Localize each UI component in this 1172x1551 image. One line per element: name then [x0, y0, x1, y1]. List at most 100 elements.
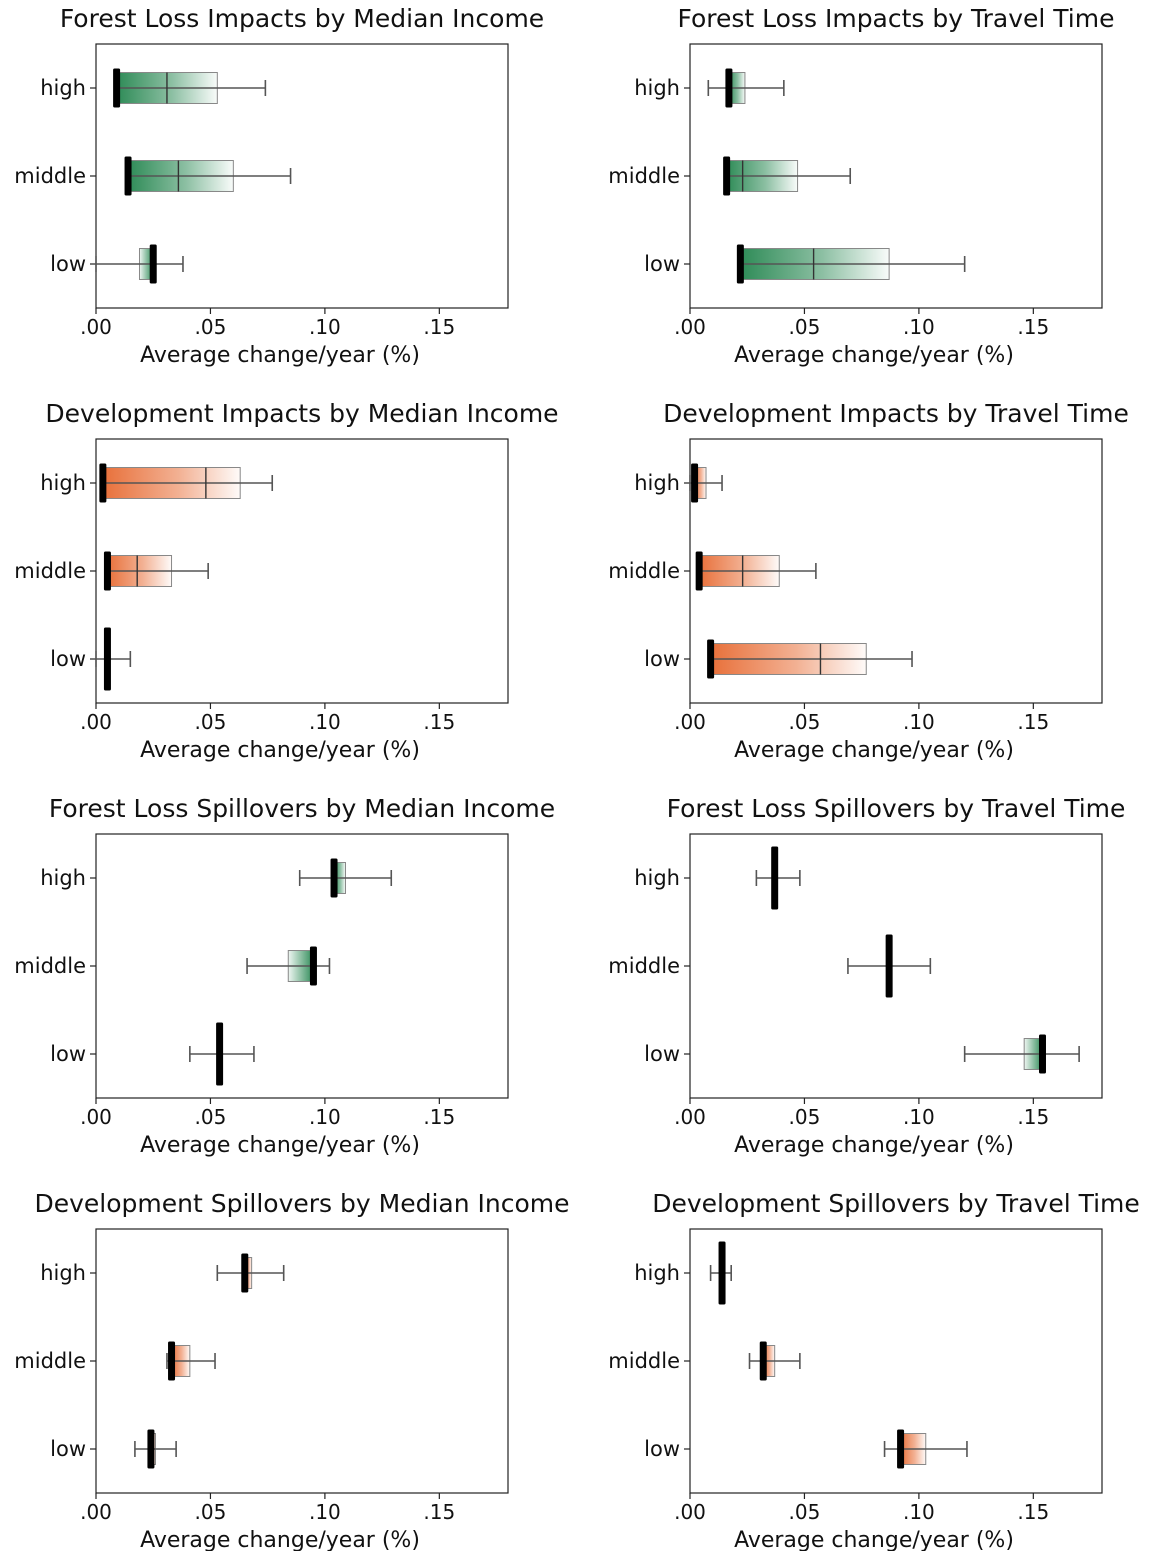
y-tick-label: low	[50, 1437, 86, 1461]
chart-panel-1: Forest Loss Impacts by Median Income .00.…	[14, 4, 544, 368]
y-tick-label: low	[644, 1437, 680, 1461]
x-tick-label: .00	[674, 315, 706, 339]
chart-panel-8: Development Spillovers by Travel Time .00…	[608, 1189, 1140, 1551]
y-tick-label: high	[40, 471, 86, 495]
x-tick-label: .15	[423, 710, 455, 734]
x-tick-label: .10	[309, 1105, 341, 1129]
x-axis-label: Average change/year (%)	[140, 1133, 420, 1158]
estimate-marker	[725, 68, 733, 108]
x-axis-label: Average change/year (%)	[140, 343, 420, 368]
y-tick-label: middle	[14, 559, 86, 583]
x-tick-label: .00	[674, 710, 706, 734]
x-tick-label: .15	[1017, 315, 1049, 339]
x-tick-label: .10	[309, 1500, 341, 1524]
y-tick-label: low	[50, 252, 86, 276]
estimate-marker	[103, 627, 111, 691]
y-tick-label: high	[634, 471, 680, 495]
y-tick-label: middle	[608, 559, 680, 583]
y-tick-label: middle	[608, 164, 680, 188]
chart-panel-4: Development Impacts by Travel Time .00 .05…	[608, 399, 1129, 763]
x-tick-label: .15	[1017, 710, 1049, 734]
x-tick-label: .10	[309, 315, 341, 339]
x-tick-label: .05	[195, 1500, 227, 1524]
chart-title: Forest Loss Spillovers by Median Income	[49, 794, 555, 823]
x-tick-label: .00	[80, 315, 112, 339]
y-tick-label: low	[644, 647, 680, 671]
x-tick-label: .05	[195, 315, 227, 339]
estimate-marker	[723, 156, 731, 196]
x-tick-label: .05	[789, 315, 821, 339]
x-axis-label: Average change/year (%)	[734, 738, 1014, 763]
estimate-marker	[241, 1253, 249, 1293]
y-tick-label: middle	[14, 954, 86, 978]
x-tick-label: .05	[789, 710, 821, 734]
y-tick-label: high	[634, 866, 680, 890]
x-tick-label: .15	[423, 315, 455, 339]
x-tick-label: .15	[423, 1500, 455, 1524]
estimate-marker	[707, 639, 715, 679]
y-tick-label: middle	[14, 1349, 86, 1373]
x-tick-label: .05	[195, 1105, 227, 1129]
x-tick-label: .10	[903, 710, 935, 734]
y-tick-label: high	[634, 1261, 680, 1285]
y-tick-label: high	[40, 1261, 86, 1285]
x-axis-label: Average change/year (%)	[734, 343, 1014, 368]
estimate-marker	[330, 858, 338, 898]
plot-frame	[95, 1228, 509, 1494]
estimate-marker	[99, 463, 107, 503]
chart-title: Forest Loss Spillovers by Travel Time	[667, 794, 1126, 823]
estimate-marker	[216, 1022, 224, 1086]
x-tick-label: .10	[903, 1105, 935, 1129]
y-tick-label: high	[40, 866, 86, 890]
estimate-marker	[885, 934, 893, 998]
estimate-marker	[124, 156, 132, 196]
x-axis-label: Average change/year (%)	[140, 738, 420, 763]
estimate-marker	[897, 1429, 905, 1469]
estimate-marker	[147, 1429, 155, 1469]
chart-panel-5: Forest Loss Spillovers by Median Income.…	[14, 794, 555, 1158]
estimate-marker	[113, 68, 121, 108]
estimate-marker	[168, 1341, 176, 1381]
y-tick-label: high	[634, 76, 680, 100]
x-tick-label: .15	[423, 1105, 455, 1129]
x-tick-label: .00	[674, 1500, 706, 1524]
y-tick-label: middle	[608, 954, 680, 978]
x-axis-label: Average change/year (%)	[734, 1133, 1014, 1158]
y-tick-label: high	[40, 76, 86, 100]
chart-panel-3: Development Impacts by Median Income .00.…	[14, 399, 558, 763]
x-tick-label: .00	[80, 1105, 112, 1129]
estimate-marker	[695, 551, 703, 591]
chart-title: Development Impacts by Travel Time	[663, 399, 1129, 428]
x-tick-label: .00	[80, 1500, 112, 1524]
x-axis-label: Average change/year (%)	[140, 1528, 420, 1551]
y-tick-label: middle	[608, 1349, 680, 1373]
x-tick-label: .00	[674, 1105, 706, 1129]
x-tick-label: .00	[80, 710, 112, 734]
chart-title: Forest Loss Impacts by Median Income	[60, 4, 544, 33]
x-tick-label: .05	[789, 1105, 821, 1129]
estimate-marker	[759, 1341, 767, 1381]
chart-panel-7: Development Spillovers by Median Income.…	[14, 1189, 569, 1551]
estimate-marker	[103, 551, 111, 591]
x-tick-label: .05	[789, 1500, 821, 1524]
chart-panel-2: Forest Loss Impacts by Travel Time .00 .05…	[608, 4, 1114, 368]
x-tick-label: .15	[1017, 1500, 1049, 1524]
estimate-marker	[691, 463, 699, 503]
x-tick-label: .10	[309, 710, 341, 734]
y-tick-label: low	[644, 252, 680, 276]
estimate-marker	[309, 946, 317, 986]
x-tick-label: .15	[1017, 1105, 1049, 1129]
x-axis-label: Average change/year (%)	[734, 1528, 1014, 1551]
chart-title: Development Spillovers by Median Income	[34, 1189, 569, 1218]
chart-title: Development Impacts by Median Income	[45, 399, 558, 428]
x-tick-label: .10	[903, 315, 935, 339]
estimate-marker	[149, 244, 157, 284]
estimate-marker	[771, 846, 779, 910]
estimate-marker	[736, 244, 744, 284]
chart-title: Development Spillovers by Travel Time	[652, 1189, 1140, 1218]
y-tick-label: middle	[14, 164, 86, 188]
chart-panel-6: Forest Loss Spillovers by Travel Time .00…	[608, 794, 1125, 1158]
estimate-marker	[718, 1241, 726, 1305]
